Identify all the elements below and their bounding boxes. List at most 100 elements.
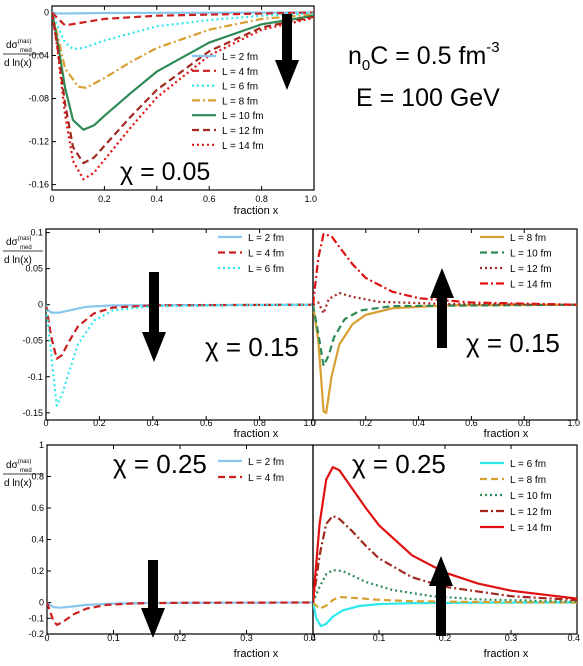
plot-frame — [312, 228, 578, 421]
x-axis-label: fraction x — [484, 428, 529, 440]
legend-label: L = 2 fm — [248, 233, 284, 244]
legend-label: L = 10 fm — [510, 249, 552, 260]
x-tick-label: 1.0 — [567, 418, 580, 428]
x-tick-label: 0 — [43, 418, 48, 428]
x-tick-label: 0.6 — [465, 418, 478, 428]
series-line-l-6-fm — [313, 601, 577, 628]
legend-label: L = 8 fm — [222, 96, 258, 107]
plot-frame — [51, 5, 315, 191]
x-tick-label: 0.4 — [147, 418, 160, 428]
x-tick-label: 0.3 — [505, 633, 518, 643]
y-tick-label: 0.4 — [31, 535, 44, 545]
x-tick-label: 0.2 — [360, 418, 373, 428]
series-line-l-12-fm — [52, 12, 314, 165]
legend-label: L = 12 fm — [510, 264, 552, 275]
y-tick-label: -0.2 — [28, 629, 44, 639]
series-line-l-8-fm — [313, 595, 577, 610]
series-line-l-4-fm — [46, 303, 313, 360]
series-line-l-2-fm — [47, 601, 313, 609]
x-tick-label: 0.8 — [253, 418, 266, 428]
legend: L = 2 fm L = 4 fm — [218, 457, 284, 484]
panel-middle-left: 0 0.2 0.4 0.6 0.8 1.0 fraction x 0.1 0.05 0 -0.05 -… — [3, 228, 316, 440]
legend-label: L = 14 fm — [510, 280, 552, 291]
x-tick-label: 0.2 — [98, 194, 111, 204]
legend-label: L = 4 fm — [248, 473, 284, 484]
y-tick-label: -0.16 — [28, 180, 49, 190]
y-axis-label: dσ(nas)med d ln(x) — [3, 459, 43, 489]
y-tick-label: -0.08 — [28, 94, 49, 104]
x-axis-label: fraction x — [234, 205, 279, 217]
x-tick-label: 0 — [44, 633, 49, 643]
y-tick-label: 0 — [38, 300, 43, 310]
x-tick-label: 0.2 — [174, 633, 187, 643]
series-line-l-10-fm — [52, 12, 314, 131]
y-tick-label: 0.1 — [30, 228, 43, 238]
arrow-up — [430, 268, 454, 348]
energy-label: E = 100 GeV — [356, 84, 500, 112]
x-tick-label: 0.4 — [412, 418, 425, 428]
x-tick-label: 0.6 — [203, 194, 216, 204]
legend: L = 2 fm L = 4 fm L = 6 fm L = 8 fm L = 10 f… — [192, 52, 264, 152]
arrow-down — [142, 272, 166, 362]
chi-annotation: χ = 0.25 — [113, 449, 207, 479]
legend-label: L = 2 fm — [248, 457, 284, 468]
series-line-l-10-fm — [313, 303, 577, 367]
legend: L = 2 fm L = 4 fm L = 6 fm — [218, 233, 284, 275]
series-line-l-12-fm — [313, 514, 577, 603]
series-line-l-10-fm — [313, 569, 577, 603]
arrow-up — [429, 556, 453, 636]
x-tick-label: 0.1 — [107, 633, 120, 643]
series-line-l-4-fm — [52, 11, 314, 27]
y-tick-label: 0 — [44, 7, 49, 17]
x-tick-label: 0.4 — [151, 194, 164, 204]
legend-label: L = 6 fm — [222, 82, 258, 93]
svg-text:med: med — [20, 48, 32, 54]
legend-label: L = 4 fm — [222, 67, 258, 78]
legend-label: L = 10 fm — [510, 491, 552, 502]
x-axis-label: fraction x — [484, 648, 529, 660]
legend-label: L = 6 fm — [510, 459, 546, 470]
y-tick-label: -0.12 — [28, 137, 49, 147]
x-axis-label: fraction x — [234, 648, 279, 660]
chart-panels: 0 0.2 0.4 0.6 0.8 1.0 fraction x 0 -0.04 -0.08 -0.… — [3, 5, 580, 660]
x-tick-label: 1.0 — [303, 418, 316, 428]
y-tick-label: 0 — [39, 598, 44, 608]
series-line-l-2-fm — [46, 303, 313, 314]
y-tick-label: 0.6 — [31, 503, 44, 513]
legend-label: L = 8 fm — [510, 475, 546, 486]
svg-text:d ln(x): d ln(x) — [4, 255, 32, 266]
y-tick-label: 0.2 — [31, 566, 44, 576]
series-line-l-8-fm — [313, 303, 577, 414]
y-tick-label: -0.15 — [22, 408, 43, 418]
legend-label: L = 12 fm — [510, 507, 552, 518]
legend: L = 6 fm L = 8 fm L = 10 fm L = 12 fm L = 14… — [480, 459, 552, 534]
x-tick-label: 0.2 — [93, 418, 106, 428]
series-line-l-12-fm — [313, 292, 577, 315]
legend-label: L = 14 fm — [222, 141, 264, 152]
header-annotation: n0C = 0.5 fm-3 E = 100 GeV — [348, 39, 500, 112]
x-tick-label: 0.8 — [255, 194, 268, 204]
svg-text:med: med — [20, 468, 32, 474]
chi-annotation: χ = 0.25 — [352, 449, 446, 479]
y-tick-label: 1 — [39, 440, 44, 450]
svg-text:med: med — [20, 245, 32, 251]
panel-middle-right: 0 0.2 0.4 0.6 0.8 1.0 fraction x L = 8 fm L = 10… — [310, 228, 580, 440]
x-tick-label: 0.8 — [518, 418, 531, 428]
arrow-down — [275, 14, 299, 90]
arrow-down — [141, 560, 165, 638]
x-axis-label: fraction x — [234, 428, 279, 440]
series-line-l-8-fm — [52, 12, 314, 89]
x-tick-label: 0.2 — [439, 633, 452, 643]
svg-text:dσ(nas): dσ(nas) — [6, 459, 31, 471]
x-tick-label: 1.0 — [304, 194, 317, 204]
legend-label: L = 12 fm — [222, 126, 264, 137]
y-tick-label: -0.1 — [27, 372, 43, 382]
svg-text:d ln(x): d ln(x) — [4, 58, 32, 69]
y-axis-label: dσ(nas)med d ln(x) — [3, 236, 43, 266]
series-line-l-14-fm — [52, 12, 314, 181]
y-tick-label: -0.1 — [28, 613, 44, 623]
chi-annotation: χ = 0.15 — [466, 328, 560, 358]
